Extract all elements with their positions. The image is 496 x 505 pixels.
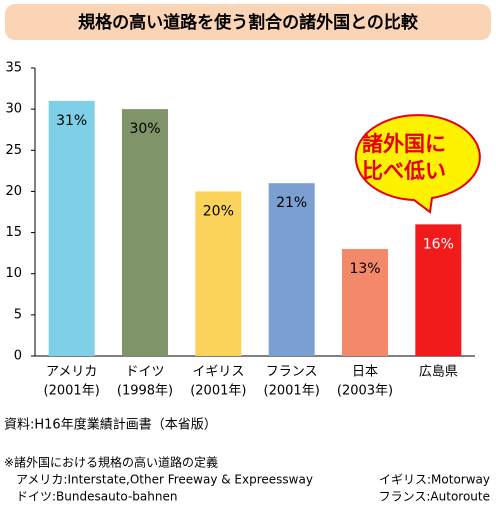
value-label: 13%: [349, 261, 380, 277]
x-tick-label: フランス: [266, 365, 318, 380]
source: 資料:H16年度業績計画書（本省版）: [4, 417, 217, 433]
x-tick-label: アメリカ: [46, 365, 97, 380]
chart-title: 規格の高い道路を使う割合の諸外国との比較: [78, 12, 419, 33]
bar: [415, 224, 462, 356]
x-tick-note: (1998年): [117, 384, 173, 399]
bar: [48, 100, 95, 357]
callout: [354, 114, 481, 214]
y-tick-label: 10: [5, 266, 22, 281]
x-tick-label: 広島県: [419, 365, 458, 380]
bar: [268, 183, 315, 356]
bar: [122, 109, 168, 357]
y-tick-label: 20: [5, 184, 22, 199]
y-tick-label: 25: [5, 143, 22, 158]
x-tick-note: (2001年): [44, 384, 100, 399]
y-tick-label: 35: [5, 61, 22, 76]
value-label: 31%: [56, 113, 87, 129]
notes-heading: ※諸外国における規格の高い道路の定義: [4, 455, 218, 470]
x-tick-label: イギリス: [192, 365, 244, 380]
y-tick-label: 30: [5, 102, 22, 117]
callout-text: 比べ低い: [362, 159, 446, 183]
note: フランス:Autoroute: [379, 490, 490, 504]
note: ドイツ:Bundesauto-bahnen: [16, 490, 177, 504]
value-label: 21%: [276, 195, 307, 211]
value-label: 30%: [129, 121, 160, 137]
callout-text: 諸外国に: [362, 132, 446, 156]
x-tick-note: (2003年): [337, 384, 393, 399]
x-tick-label: 日本: [352, 365, 378, 380]
title-box: [5, 4, 491, 40]
note: アメリカ:Interstate,Other Freeway & Expreess…: [16, 473, 313, 487]
x-tick-note: (2001年): [264, 384, 320, 399]
value-label: 20%: [203, 203, 234, 219]
x-tick-note: (2001年): [190, 384, 246, 399]
value-label: 16%: [423, 236, 454, 252]
bar: [195, 191, 242, 356]
x-tick-label: ドイツ: [125, 365, 164, 380]
y-tick-label: 0: [14, 349, 22, 364]
y-tick-label: 5: [14, 307, 22, 322]
bar: [342, 249, 388, 356]
note: イギリス:Motorway: [379, 473, 490, 487]
y-tick-label: 15: [5, 225, 22, 240]
